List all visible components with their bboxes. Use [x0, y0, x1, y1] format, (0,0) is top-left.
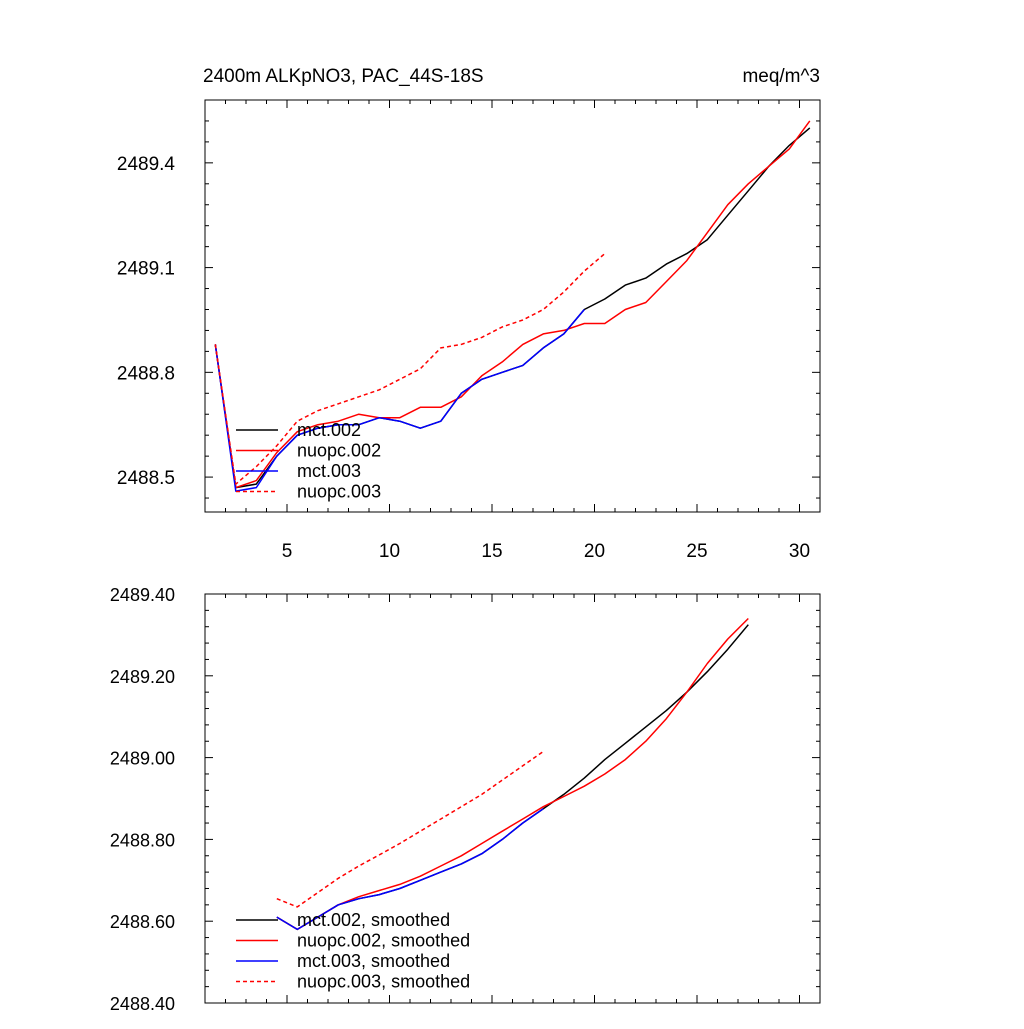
series-line-mct-002-smoothed: [276, 624, 749, 931]
y-tick-label: 2488.5: [117, 468, 175, 489]
y-tick-label: 2489.20: [110, 667, 175, 687]
series-line-nuopc-003-smoothed: [276, 750, 544, 908]
x-tick-label: 30: [789, 541, 810, 562]
y-tick-label: 2488.40: [110, 994, 175, 1014]
legend-label: mct.002: [297, 420, 361, 440]
chart-units: meq/m^3: [742, 66, 820, 87]
y-tick-label: 2489.1: [117, 259, 175, 280]
top-panel: 2400m ALKpNO3, PAC_44S-18S meq/m^3 5 10 15…: [117, 66, 821, 562]
legend-label: nuopc.002: [297, 441, 381, 461]
x-tick-label: 15: [481, 541, 502, 562]
x-tick-label: 5: [282, 541, 293, 562]
legend-label: nuopc.003: [297, 482, 381, 502]
chart-title: 2400m ALKpNO3, PAC_44S-18S: [203, 66, 484, 87]
x-tick-label: 20: [584, 541, 605, 562]
bottom-panel: 2488.40 2488.60 2488.80 2489.00 2489.20 2489.…: [110, 585, 821, 1014]
legend-label: mct.002, smoothed: [297, 910, 450, 930]
y-tick-label: 2488.80: [110, 830, 175, 850]
y-tick-label: 2489.4: [117, 154, 176, 175]
legend-label: nuopc.002, smoothed: [297, 931, 470, 951]
x-tick-label: 10: [379, 541, 400, 562]
y-tick-label: 2489.00: [110, 749, 175, 769]
y-tick-label: 2488.60: [110, 912, 175, 932]
legend-label: nuopc.003, smoothed: [297, 972, 470, 992]
legend-label: mct.003: [297, 461, 361, 481]
series-line-nuopc-002-smoothed: [276, 617, 749, 931]
series-line-mct-003-smoothed: [276, 808, 544, 931]
series-line-mct-003: [214, 309, 585, 492]
series-line-nuopc-003: [214, 253, 606, 485]
x-tick-label: 25: [686, 541, 707, 562]
series-line-nuopc-002: [214, 120, 811, 489]
legend-label: mct.003, smoothed: [297, 951, 450, 971]
y-tick-label: 2489.40: [110, 585, 175, 605]
y-tick-label: 2488.8: [117, 363, 175, 384]
